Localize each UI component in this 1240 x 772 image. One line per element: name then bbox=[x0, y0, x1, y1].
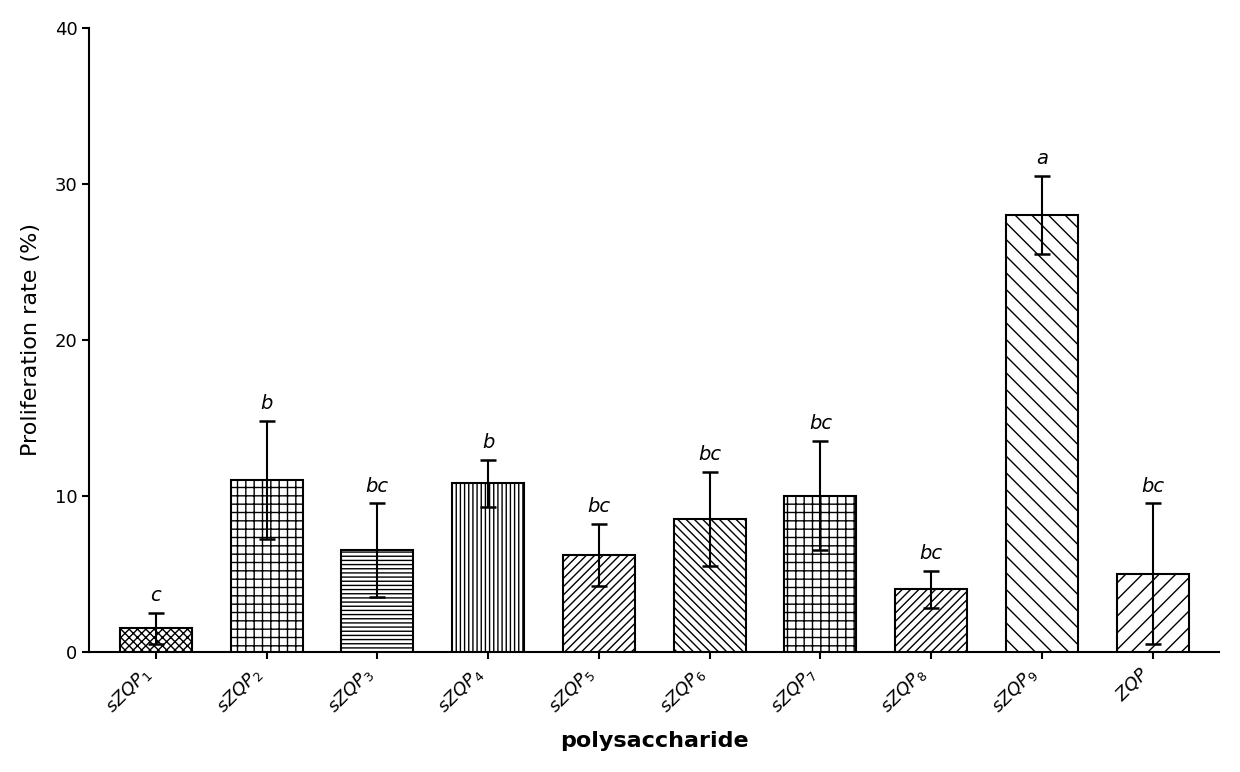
Text: b: b bbox=[482, 433, 495, 452]
Bar bbox=[120, 628, 192, 652]
Text: a: a bbox=[1035, 149, 1048, 168]
Bar bbox=[341, 550, 413, 652]
Text: bc: bc bbox=[1141, 476, 1164, 496]
Bar bbox=[895, 589, 967, 652]
Bar bbox=[563, 555, 635, 652]
Bar bbox=[673, 519, 745, 652]
Bar bbox=[785, 496, 857, 652]
Bar bbox=[1117, 574, 1189, 652]
Text: bc: bc bbox=[920, 543, 942, 563]
Text: bc: bc bbox=[698, 445, 722, 465]
Bar bbox=[231, 480, 303, 652]
Text: bc: bc bbox=[366, 476, 389, 496]
X-axis label: polysaccharide: polysaccharide bbox=[560, 731, 749, 751]
Text: b: b bbox=[260, 394, 273, 413]
Text: c: c bbox=[150, 586, 161, 604]
Bar bbox=[453, 483, 525, 652]
Text: bc: bc bbox=[588, 497, 610, 516]
Y-axis label: Proliferation rate (%): Proliferation rate (%) bbox=[21, 223, 41, 456]
Text: bc: bc bbox=[808, 415, 832, 433]
Bar bbox=[1006, 215, 1078, 652]
